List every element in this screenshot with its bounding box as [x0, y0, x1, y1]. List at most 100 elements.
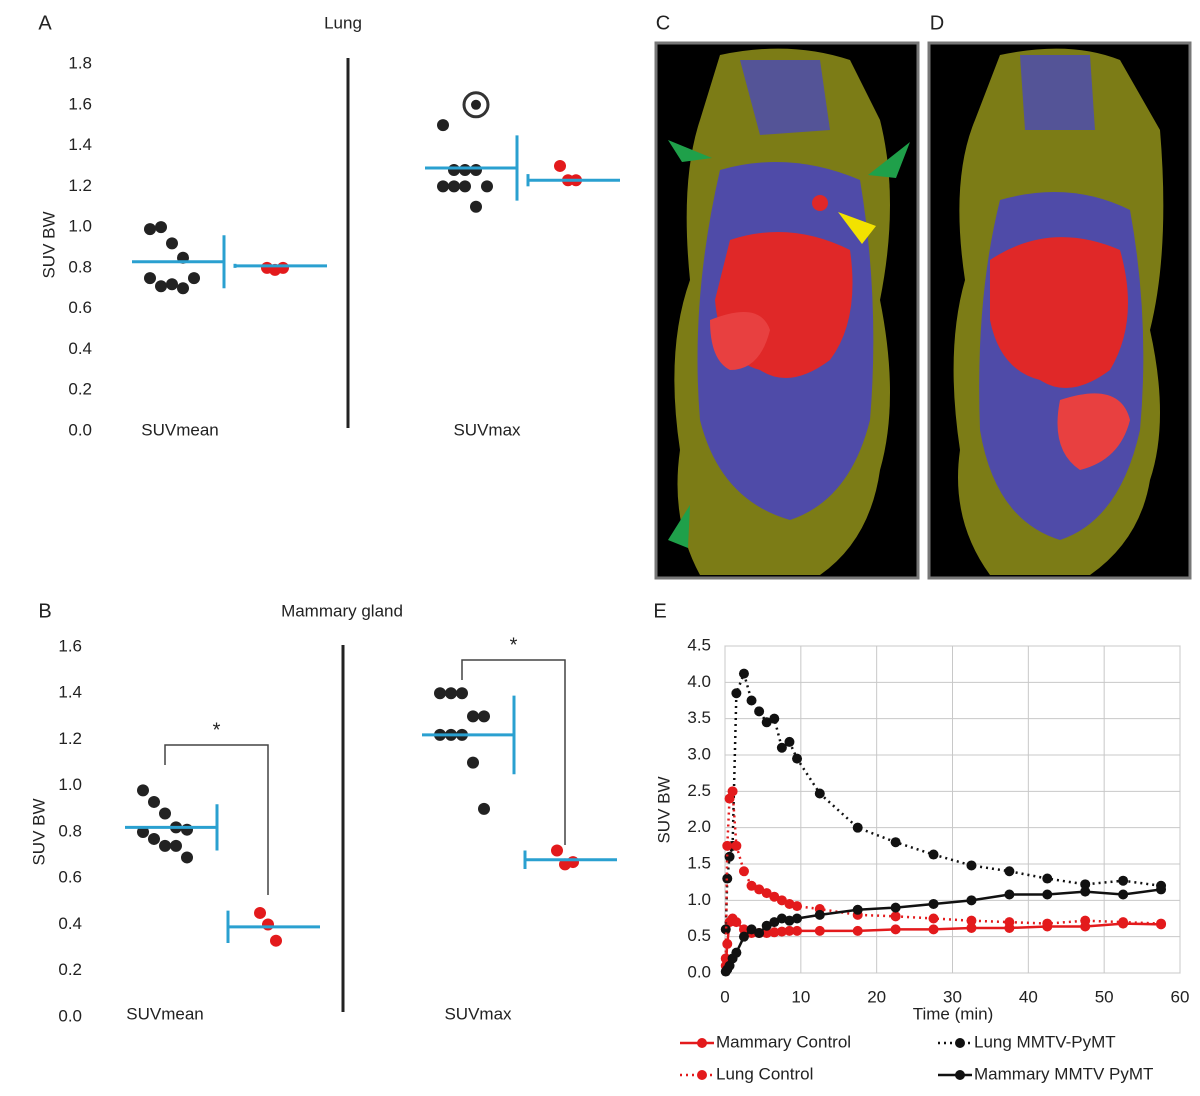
legend-marker	[697, 1070, 707, 1080]
category-label: SUVmean	[141, 420, 218, 439]
y-tick-label: 1.2	[58, 729, 82, 748]
y-tick-label: 1.0	[687, 890, 711, 909]
chart-title: Mammary gland	[281, 601, 403, 620]
legend-label: Mammary MMTV PyMT	[974, 1064, 1153, 1083]
y-tick-label: 1.4	[58, 683, 82, 702]
point	[1118, 917, 1129, 928]
y-tick-label: 1.4	[68, 135, 92, 154]
dot	[166, 278, 178, 291]
legend-marker	[955, 1038, 965, 1048]
y-tick-label: 1.8	[68, 53, 92, 72]
y-tick-label: 1.5	[687, 853, 711, 872]
point	[727, 786, 738, 797]
x-axis-label: Time (min)	[913, 1004, 994, 1023]
dot	[478, 710, 490, 723]
point	[966, 895, 977, 906]
point	[1042, 889, 1053, 900]
dot	[437, 180, 449, 193]
point	[792, 901, 803, 912]
legend-label: Mammary Control	[716, 1032, 851, 1051]
point	[784, 925, 795, 936]
point	[890, 902, 901, 913]
point	[1156, 884, 1167, 895]
dot	[437, 119, 449, 132]
dot	[166, 237, 178, 250]
point	[784, 898, 795, 909]
y-tick-label: 0.0	[68, 420, 92, 439]
point	[966, 915, 977, 926]
dot	[170, 839, 182, 852]
y-tick-label: 2.0	[687, 817, 711, 836]
dot	[448, 164, 460, 177]
point	[1004, 866, 1015, 877]
x-tick-label: 40	[1019, 987, 1038, 1006]
dot	[467, 710, 479, 723]
point	[761, 920, 772, 931]
point	[852, 925, 863, 936]
point	[769, 927, 780, 938]
panel-label: D	[930, 12, 944, 34]
point	[966, 860, 977, 871]
point	[769, 713, 780, 724]
legend-marker	[697, 1038, 707, 1048]
image-d	[927, 41, 1192, 580]
y-tick-label: 1.0	[68, 217, 92, 236]
y-tick-label: 0.8	[58, 821, 82, 840]
dot	[262, 918, 274, 931]
significance-bracket	[461, 659, 566, 845]
point	[784, 915, 795, 926]
point	[720, 924, 731, 935]
dot	[181, 823, 193, 836]
dot	[459, 180, 471, 193]
outlier-ring	[462, 91, 490, 119]
y-tick-label: 0.6	[58, 868, 82, 887]
legend-label: Lung MMTV-PyMT	[974, 1032, 1116, 1051]
point	[776, 742, 787, 753]
y-tick-label: 1.0	[58, 775, 82, 794]
legend-label: Lung Control	[716, 1064, 813, 1083]
point	[792, 925, 803, 936]
point	[928, 913, 939, 924]
dot	[445, 687, 457, 700]
dot	[456, 687, 468, 700]
point	[1042, 918, 1053, 929]
y-tick-label: 2.5	[687, 781, 711, 800]
y-tick-label: 4.0	[687, 672, 711, 691]
point	[1080, 915, 1091, 926]
dot	[155, 280, 167, 293]
point	[761, 888, 772, 899]
point	[754, 884, 765, 895]
point	[731, 917, 742, 928]
point	[738, 931, 749, 942]
point	[746, 924, 757, 935]
dot	[188, 272, 200, 285]
x-tick-label: 60	[1171, 987, 1190, 1006]
point	[814, 909, 825, 920]
panel-label: B	[38, 600, 51, 622]
x-tick-label: 30	[943, 987, 962, 1006]
y-axis-label: SUV BW	[654, 776, 673, 843]
point	[1004, 889, 1015, 900]
panel-label: E	[653, 600, 666, 622]
dot	[148, 795, 160, 808]
y-tick-label: 0.2	[68, 380, 92, 399]
point	[784, 736, 795, 747]
x-tick-label: 20	[867, 987, 886, 1006]
y-tick-label: 3.0	[687, 744, 711, 763]
point	[738, 924, 749, 935]
point	[746, 695, 757, 706]
y-axis-label: SUV BW	[39, 211, 58, 278]
category-label: SUVmax	[453, 420, 521, 439]
dot	[567, 856, 579, 869]
panel-label: A	[38, 12, 52, 34]
point	[769, 891, 780, 902]
dot	[155, 221, 167, 234]
point	[761, 717, 772, 728]
x-tick-label: 0	[720, 987, 729, 1006]
image-c	[654, 41, 920, 580]
x-tick-label: 10	[791, 987, 810, 1006]
dot	[481, 180, 493, 193]
y-tick-label: 3.5	[687, 708, 711, 727]
dot	[144, 223, 156, 236]
